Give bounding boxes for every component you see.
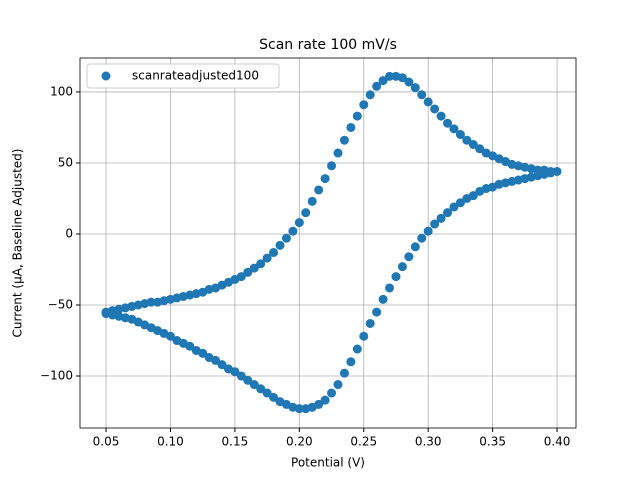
data-point [249, 263, 259, 273]
data-point [346, 122, 356, 132]
data-point [333, 148, 343, 158]
data-point [378, 76, 388, 86]
data-point [249, 380, 259, 390]
x-tick-label: 0.25 [350, 435, 377, 449]
data-point [443, 118, 453, 128]
data-point [359, 100, 369, 110]
data-point [462, 193, 472, 203]
data-point [217, 360, 227, 370]
data-point [436, 111, 446, 121]
data-point [243, 375, 253, 385]
data-point [191, 345, 201, 355]
data-point [146, 297, 156, 307]
data-point [288, 226, 298, 236]
data-point [352, 111, 362, 121]
data-point [436, 213, 446, 223]
data-point [365, 90, 375, 100]
data-point [101, 309, 111, 319]
data-point [333, 380, 343, 390]
data-point [475, 144, 485, 154]
data-point [204, 353, 214, 363]
data-point [404, 77, 414, 87]
data-point [404, 252, 414, 262]
data-point [430, 219, 440, 229]
data-point [172, 336, 182, 346]
legend-box [86, 63, 280, 89]
data-point [327, 161, 337, 171]
data-point [372, 81, 382, 91]
data-point [443, 208, 453, 218]
x-tick-label: 0.35 [479, 435, 506, 449]
data-point [320, 395, 330, 405]
data-point [320, 174, 330, 184]
y-axis-label: Current (µA, Baseline Adjusted) [11, 149, 25, 338]
data-point [397, 73, 407, 83]
data-point [307, 196, 317, 206]
data-point [397, 262, 407, 272]
data-point [294, 218, 304, 228]
data-point [256, 384, 266, 394]
data-point [269, 247, 279, 257]
x-tick-label: 0.05 [93, 435, 120, 449]
data-point [236, 371, 246, 381]
plot-frame [79, 57, 577, 429]
data-point [301, 404, 311, 414]
data-point [262, 253, 272, 263]
data-point [301, 208, 311, 218]
data-point [449, 202, 459, 212]
data-point [378, 294, 388, 304]
data-point [385, 283, 395, 293]
legend-label: scanrateadjusted100 [132, 69, 259, 83]
x-tick-label: 0.10 [157, 435, 184, 449]
data-point [275, 397, 285, 407]
data-point [417, 90, 427, 100]
data-point [339, 135, 349, 145]
legend-marker [101, 71, 111, 81]
x-tick-label: 0.30 [415, 435, 442, 449]
data-point [391, 272, 401, 282]
data-point [339, 368, 349, 378]
data-point [468, 139, 478, 149]
data-point [243, 267, 253, 277]
data-point [346, 357, 356, 367]
chart-title: Scan rate 100 mV/s [259, 37, 397, 53]
data-point [475, 186, 485, 196]
data-point [449, 124, 459, 134]
data-point [314, 185, 324, 195]
data-point [410, 242, 420, 252]
data-point [262, 388, 272, 398]
data-point [281, 233, 291, 243]
data-point [352, 344, 362, 354]
y-tick-label: 100 [50, 84, 73, 98]
y-tick-label: 0 [65, 226, 73, 240]
x-axis-label: Potential (V) [291, 456, 365, 470]
data-point [385, 71, 395, 81]
data-point [223, 364, 233, 374]
data-point [417, 233, 427, 243]
data-point [430, 104, 440, 114]
x-tick-label: 0.20 [286, 435, 313, 449]
data-point [462, 135, 472, 145]
data-point [372, 307, 382, 317]
y-tick-label: 50 [58, 155, 73, 169]
data-point [423, 226, 433, 236]
data-point [275, 240, 285, 250]
data-point [455, 130, 465, 140]
x-tick-label: 0.40 [544, 435, 571, 449]
y-tick-label: −50 [48, 297, 73, 311]
data-point [269, 392, 279, 402]
data-point [410, 83, 420, 93]
data-point [359, 331, 369, 341]
y-tick-label: −100 [40, 369, 73, 383]
data-point [327, 388, 337, 398]
data-point [256, 259, 266, 269]
data-point [365, 318, 375, 328]
data-point [423, 97, 433, 107]
x-tick-label: 0.15 [222, 435, 249, 449]
data-point [455, 198, 465, 208]
data-point [236, 272, 246, 282]
